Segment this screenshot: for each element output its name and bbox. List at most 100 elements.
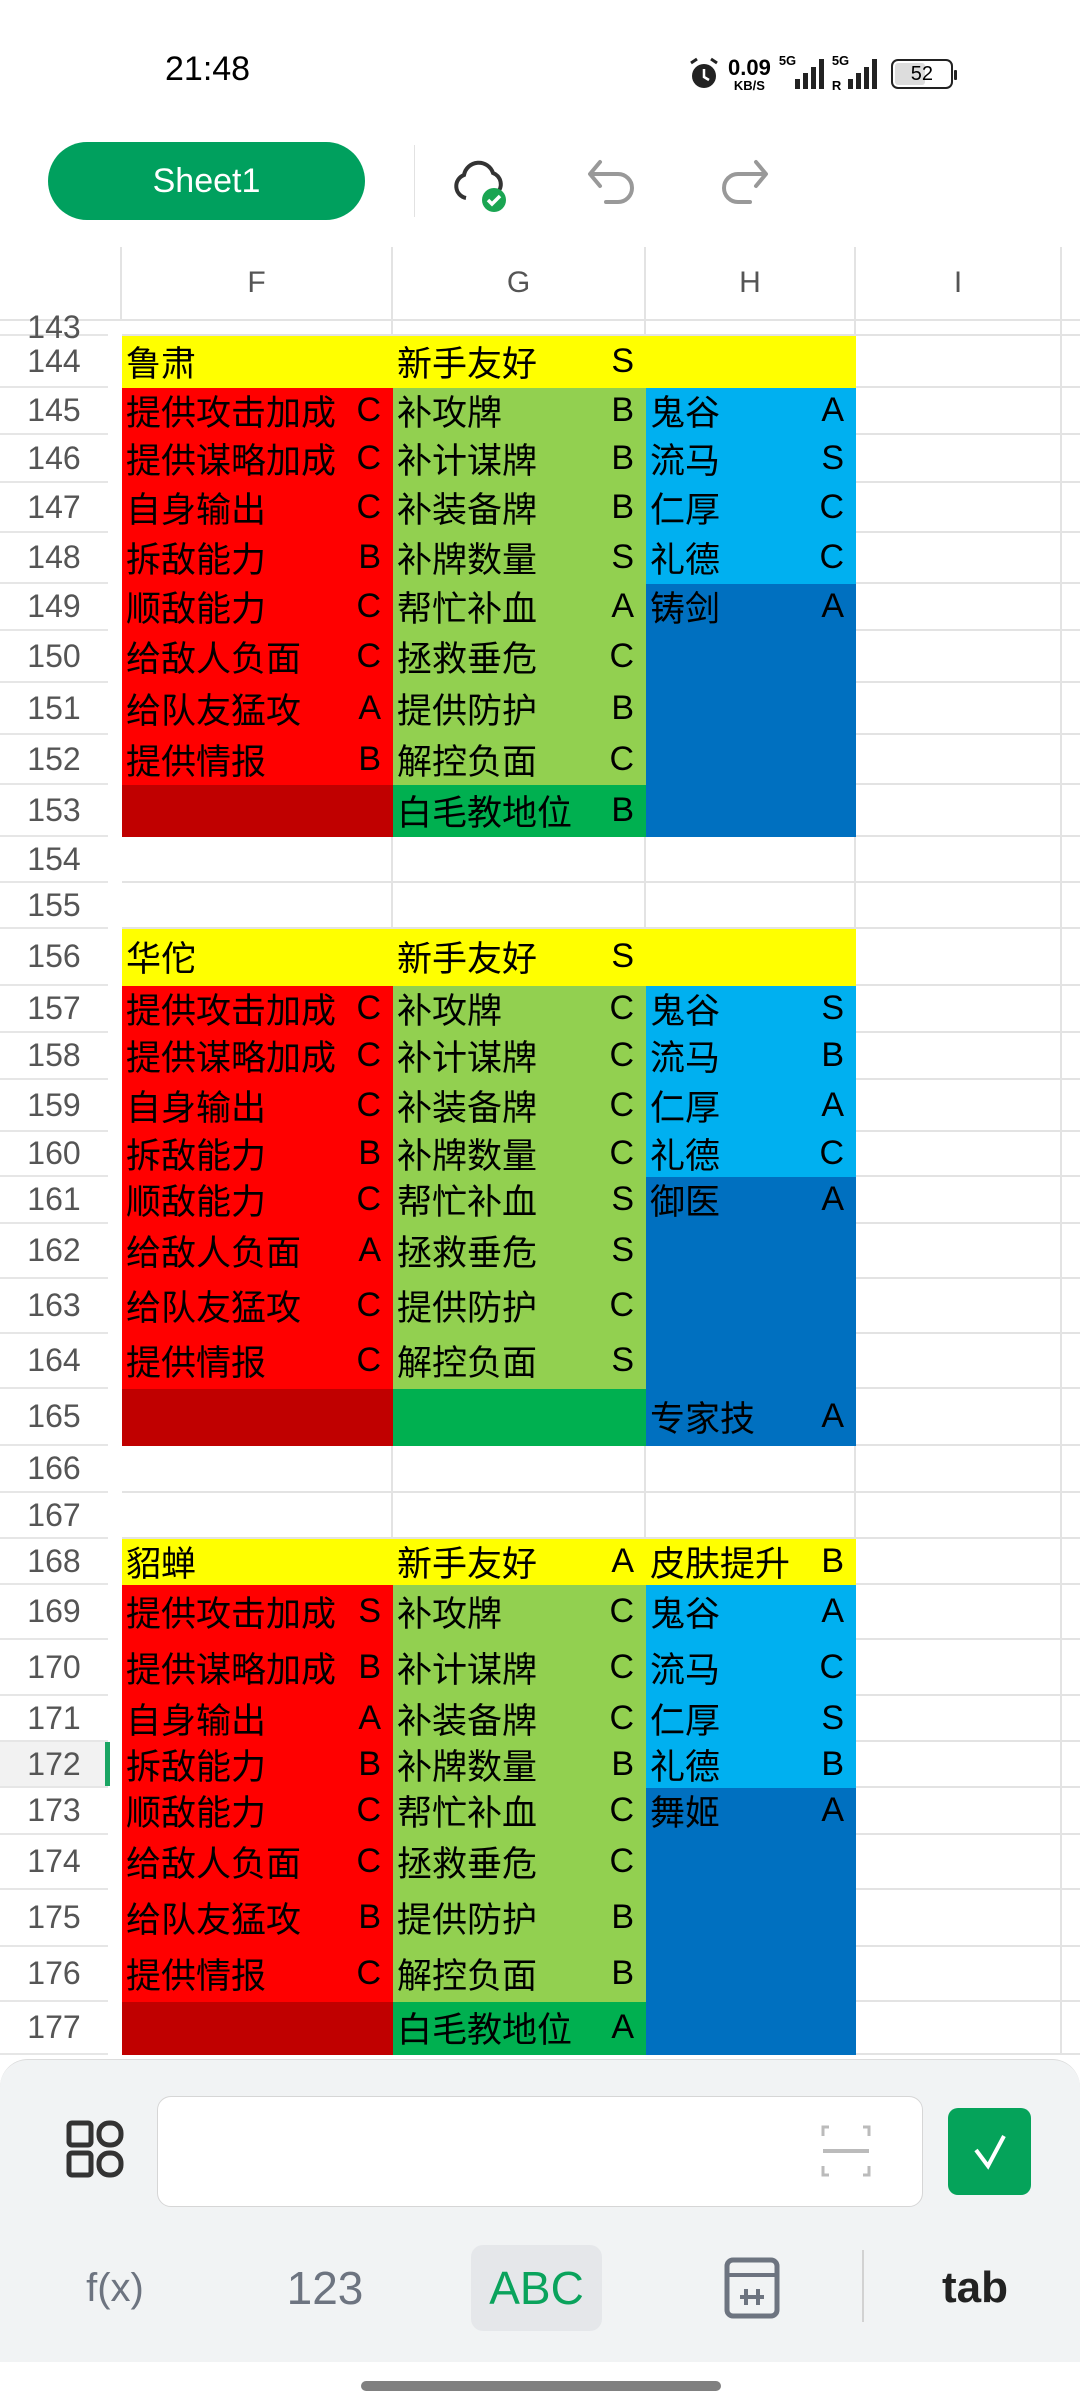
cell-H145[interactable]: 鬼谷 A [646, 388, 856, 435]
row-header[interactable]: 166 [0, 1446, 108, 1493]
cell-J154[interactable] [1062, 837, 1080, 883]
cell-H166[interactable] [646, 1446, 856, 1493]
row-header[interactable]: 162 [0, 1224, 108, 1279]
cell-J172[interactable] [1062, 1742, 1080, 1788]
cell-I157[interactable] [856, 986, 1062, 1033]
row-header[interactable]: 161 [0, 1177, 108, 1224]
cell-I151[interactable] [856, 683, 1062, 735]
row-header[interactable]: 173 [0, 1788, 108, 1835]
cell-I176[interactable] [856, 1947, 1062, 2002]
cell-F154[interactable] [122, 837, 393, 883]
cell-H170[interactable]: 流马 C [646, 1640, 856, 1696]
cell-I161[interactable] [856, 1177, 1062, 1224]
cell-F152[interactable]: 提供情报 B [122, 735, 393, 785]
cell-H174[interactable] [646, 1835, 856, 1890]
cell-I143[interactable] [856, 321, 1062, 336]
cell-H144[interactable] [646, 336, 856, 388]
cell-F159[interactable]: 自身输出 C [122, 1080, 393, 1132]
cell-H147[interactable]: 仁厚 C [646, 483, 856, 533]
cell-I150[interactable] [856, 631, 1062, 683]
cell-J165[interactable] [1062, 1389, 1080, 1446]
keyboard-tab-letters[interactable]: ABC [471, 2245, 602, 2331]
expand-icon[interactable] [820, 2124, 872, 2178]
cell-I144[interactable] [856, 336, 1062, 388]
cell-H165[interactable]: 专家技 A [646, 1389, 856, 1446]
cell-F143[interactable] [122, 321, 393, 336]
cell-I153[interactable] [856, 785, 1062, 837]
cell-G158[interactable]: 补计谋牌 C [393, 1033, 646, 1080]
row-header[interactable]: 163 [0, 1279, 108, 1334]
row-header[interactable]: 165 [0, 1389, 108, 1446]
row-header[interactable]: 164 [0, 1334, 108, 1389]
row-header[interactable]: 157 [0, 986, 108, 1033]
cell-I167[interactable] [856, 1493, 1062, 1539]
cell-I165[interactable] [856, 1389, 1062, 1446]
cell-G154[interactable] [393, 837, 646, 883]
cell-H159[interactable]: 仁厚 A [646, 1080, 856, 1132]
cell-H168[interactable]: 皮肤提升 B [646, 1539, 856, 1585]
cell-J169[interactable] [1062, 1585, 1080, 1640]
cell-H161[interactable]: 御医 A [646, 1177, 856, 1224]
cell-I171[interactable] [856, 1696, 1062, 1742]
row-header[interactable]: 152 [0, 735, 108, 785]
cell-F146[interactable]: 提供谋略加成 C [122, 435, 393, 483]
cell-F174[interactable]: 给敌人负面 C [122, 1835, 393, 1890]
cell-F177[interactable] [122, 2002, 393, 2055]
cell-F144[interactable]: 鲁肃 [122, 336, 393, 388]
cell-H149[interactable]: 铸剑 A [646, 584, 856, 631]
cell-G162[interactable]: 拯救垂危 S [393, 1224, 646, 1279]
cell-J175[interactable] [1062, 1890, 1080, 1947]
cell-G146[interactable]: 补计谋牌 B [393, 435, 646, 483]
cell-I154[interactable] [856, 837, 1062, 883]
cell-G157[interactable]: 补攻牌 C [393, 986, 646, 1033]
cell-H148[interactable]: 礼德 C [646, 533, 856, 584]
row-header[interactable]: 155 [0, 883, 108, 929]
cell-J176[interactable] [1062, 1947, 1080, 2002]
cell-F173[interactable]: 顺敌能力 C [122, 1788, 393, 1835]
cell-F175[interactable]: 给队友猛攻 B [122, 1890, 393, 1947]
cell-G145[interactable]: 补攻牌 B [393, 388, 646, 435]
cell-I145[interactable] [856, 388, 1062, 435]
cell-J166[interactable] [1062, 1446, 1080, 1493]
cell-J147[interactable] [1062, 483, 1080, 533]
row-header[interactable]: 156 [0, 929, 108, 986]
cell-J150[interactable] [1062, 631, 1080, 683]
cell-G160[interactable]: 补牌数量 C [393, 1132, 646, 1177]
column-header[interactable]: F [122, 247, 393, 321]
cell-J148[interactable] [1062, 533, 1080, 584]
tab-key[interactable]: tab [942, 2263, 1008, 2312]
cell-J174[interactable] [1062, 1835, 1080, 1890]
cell-G161[interactable]: 帮忙补血 S [393, 1177, 646, 1224]
cell-G168[interactable]: 新手友好 A [393, 1539, 646, 1585]
row-header[interactable]: 171 [0, 1696, 108, 1742]
cell-J144[interactable] [1062, 336, 1080, 388]
cell-I146[interactable] [856, 435, 1062, 483]
cell-J177[interactable] [1062, 2002, 1080, 2055]
cell-J157[interactable] [1062, 986, 1080, 1033]
cell-F150[interactable]: 给敌人负面 C [122, 631, 393, 683]
cell-J153[interactable] [1062, 785, 1080, 837]
cell-F167[interactable] [122, 1493, 393, 1539]
cell-F149[interactable]: 顺敌能力 C [122, 584, 393, 631]
column-header[interactable]: H [646, 247, 856, 321]
cell-H169[interactable]: 鬼谷 A [646, 1585, 856, 1640]
confirm-button[interactable] [948, 2108, 1031, 2195]
row-header[interactable]: 169 [0, 1585, 108, 1640]
cell-J167[interactable] [1062, 1493, 1080, 1539]
cell-G155[interactable] [393, 883, 646, 929]
keyboard-tab-calculator[interactable] [720, 2245, 784, 2331]
row-header[interactable]: 150 [0, 631, 108, 683]
cell-J159[interactable] [1062, 1080, 1080, 1132]
cell-J146[interactable] [1062, 435, 1080, 483]
cell-F147[interactable]: 自身输出 C [122, 483, 393, 533]
cell-G147[interactable]: 补装备牌 B [393, 483, 646, 533]
cell-F157[interactable]: 提供攻击加成 C [122, 986, 393, 1033]
cell-F165[interactable] [122, 1389, 393, 1446]
cell-G163[interactable]: 提供防护 C [393, 1279, 646, 1334]
column-header[interactable]: G [393, 247, 646, 321]
cell-I159[interactable] [856, 1080, 1062, 1132]
cell-F162[interactable]: 给敌人负面 A [122, 1224, 393, 1279]
cell-G144[interactable]: 新手友好 S [393, 336, 646, 388]
row-header[interactable]: 160 [0, 1132, 108, 1177]
cell-H155[interactable] [646, 883, 856, 929]
